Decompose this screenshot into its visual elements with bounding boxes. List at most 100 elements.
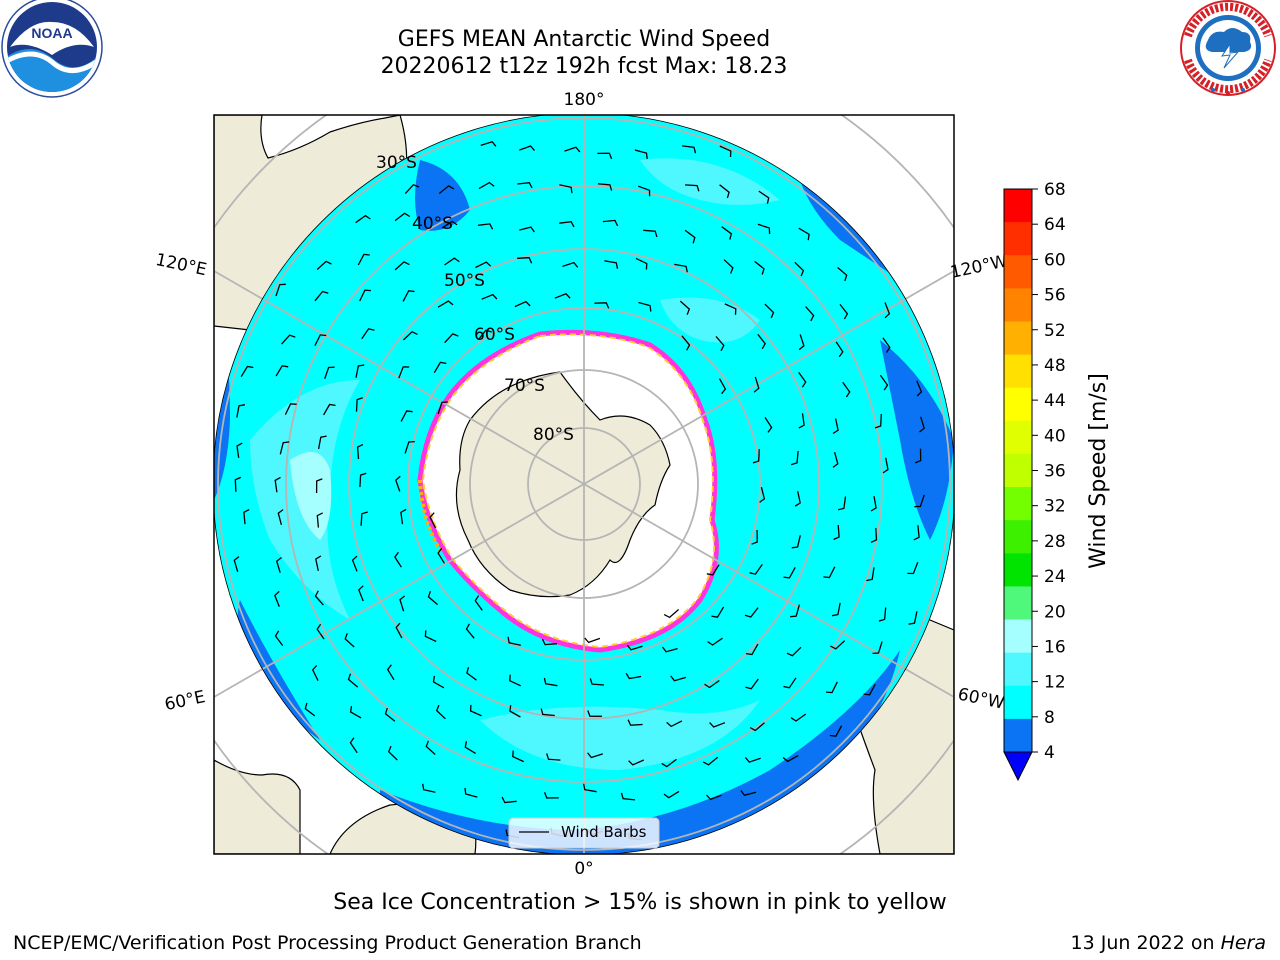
lon-label-120e: 120°E bbox=[154, 250, 209, 280]
wind-barb bbox=[355, 397, 364, 412]
wind-barb bbox=[724, 303, 737, 315]
wind-barb bbox=[469, 704, 482, 717]
wind-barb bbox=[314, 334, 327, 346]
wind-barb bbox=[882, 457, 889, 474]
legend-label-wind-barbs: Wind Barbs bbox=[561, 823, 647, 841]
wind-barb bbox=[721, 226, 733, 240]
wind-barb bbox=[753, 376, 760, 393]
wind-barb bbox=[798, 334, 805, 351]
wind-barb bbox=[740, 790, 757, 797]
wind-barb bbox=[314, 290, 329, 302]
wind-barb bbox=[757, 223, 771, 235]
wind-barb bbox=[782, 754, 799, 763]
wind-barb bbox=[438, 185, 455, 195]
wind-barb bbox=[402, 290, 415, 302]
wind-barb bbox=[866, 567, 875, 582]
wind-barb bbox=[837, 267, 848, 282]
colorbar-segment bbox=[1004, 487, 1032, 521]
wind-barb bbox=[744, 757, 761, 763]
wind-barb bbox=[546, 753, 561, 761]
wind-barb bbox=[359, 472, 367, 488]
wind-barb bbox=[347, 673, 359, 688]
wind-barb bbox=[344, 633, 355, 648]
wind-barb bbox=[465, 623, 475, 639]
footer-date-text: 13 Jun 2022 on bbox=[1070, 932, 1221, 954]
lat-label-50s: 50°S bbox=[444, 271, 485, 291]
wind-barb bbox=[643, 229, 658, 238]
wind-barb bbox=[360, 511, 368, 526]
wind-barb bbox=[798, 413, 805, 429]
wind-barb bbox=[317, 435, 327, 450]
wind-barb bbox=[540, 708, 555, 717]
wind-barb bbox=[394, 261, 410, 271]
colorbar-tick-label: 52 bbox=[1044, 321, 1066, 341]
wind-barb bbox=[427, 590, 439, 606]
wind-barb bbox=[509, 674, 521, 687]
wind-barb bbox=[277, 509, 284, 525]
wind-barb bbox=[564, 146, 581, 153]
wind-barb bbox=[685, 184, 700, 192]
wind-barb bbox=[634, 149, 648, 160]
wind-barb bbox=[509, 705, 521, 718]
colorbar-label: Wind Speed [m/s] bbox=[1086, 373, 1111, 569]
wind-barb bbox=[706, 794, 722, 801]
wind-barb bbox=[744, 607, 759, 618]
wind-barb bbox=[752, 448, 760, 464]
wind-barb bbox=[402, 331, 418, 341]
colorbar-extend-arrow bbox=[1003, 751, 1033, 782]
wind-barb bbox=[628, 759, 645, 766]
colorbar-segment bbox=[1004, 255, 1032, 289]
wind-barb bbox=[512, 750, 524, 763]
wind-barb bbox=[584, 637, 601, 644]
wind-barb bbox=[243, 509, 250, 525]
wind-barb bbox=[355, 214, 371, 224]
wind-barb bbox=[437, 401, 448, 415]
wind-barb bbox=[794, 491, 801, 507]
wind-barb bbox=[587, 752, 603, 759]
wind-barb bbox=[872, 641, 883, 655]
wind-barb bbox=[589, 678, 605, 686]
wind-barb bbox=[387, 745, 398, 761]
wind-barb bbox=[681, 335, 691, 351]
colorbar-segment bbox=[1004, 453, 1032, 488]
wind-barb bbox=[517, 257, 533, 264]
wind-barb bbox=[674, 263, 688, 273]
wind-barb bbox=[433, 361, 447, 374]
wind-barb bbox=[684, 229, 696, 244]
wind-barb bbox=[625, 672, 642, 680]
antarctica-landmass bbox=[455, 371, 671, 598]
wind-barb bbox=[913, 525, 920, 541]
wind-barb bbox=[422, 783, 436, 793]
wind-barb bbox=[543, 677, 558, 687]
wind-barb bbox=[786, 646, 802, 657]
wind-barb bbox=[597, 152, 613, 160]
wind-barb bbox=[424, 630, 437, 643]
wind-barb bbox=[481, 293, 498, 300]
wind-barb bbox=[236, 404, 246, 418]
wind-barb bbox=[514, 300, 531, 308]
wind-barb bbox=[349, 737, 358, 754]
wind-barb bbox=[475, 261, 492, 269]
colorbar-tick-label: 56 bbox=[1044, 286, 1066, 306]
wind-barb bbox=[437, 300, 454, 308]
wind-barb bbox=[594, 302, 610, 309]
colorbar-segment bbox=[1004, 652, 1032, 687]
wind-barb bbox=[837, 496, 847, 511]
colorbar-segment bbox=[1004, 718, 1032, 753]
wind-barb bbox=[745, 678, 759, 690]
wind-barb bbox=[718, 378, 727, 395]
wind-barb bbox=[879, 374, 889, 391]
wind-barb bbox=[437, 547, 445, 564]
wind-barb bbox=[275, 283, 286, 297]
wind-barb bbox=[825, 681, 838, 694]
wind-barb bbox=[399, 595, 406, 612]
wind-barb bbox=[823, 566, 836, 579]
wind-barb bbox=[758, 190, 770, 204]
wind-barb bbox=[791, 450, 799, 466]
wind-barb bbox=[398, 366, 410, 379]
colorbar-tick-label: 48 bbox=[1044, 356, 1066, 376]
colorbar-segment bbox=[1004, 189, 1032, 223]
lon-label-60w: 60°W bbox=[956, 684, 1006, 713]
chart-title: GEFS MEAN Antarctic Wind Speed bbox=[397, 27, 771, 52]
